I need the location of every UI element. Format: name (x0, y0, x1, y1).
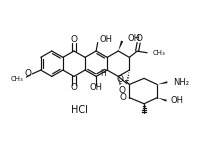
Text: O: O (71, 84, 77, 92)
Text: CH₃: CH₃ (153, 50, 165, 56)
Text: OH: OH (127, 34, 140, 43)
Text: O: O (71, 35, 77, 44)
Text: H: H (101, 69, 106, 78)
Polygon shape (118, 41, 123, 51)
Polygon shape (157, 98, 167, 102)
Text: CH₃: CH₃ (10, 76, 23, 82)
Polygon shape (157, 81, 168, 85)
Text: O: O (24, 69, 32, 78)
Text: O: O (119, 93, 126, 102)
Text: HCl: HCl (71, 105, 87, 115)
Text: O: O (136, 34, 143, 43)
Text: OH: OH (100, 35, 113, 44)
Text: OH: OH (90, 84, 103, 92)
Text: NH₂: NH₂ (173, 78, 189, 87)
Text: OH: OH (170, 96, 183, 105)
Text: O: O (117, 75, 124, 84)
Text: O: O (119, 86, 126, 95)
